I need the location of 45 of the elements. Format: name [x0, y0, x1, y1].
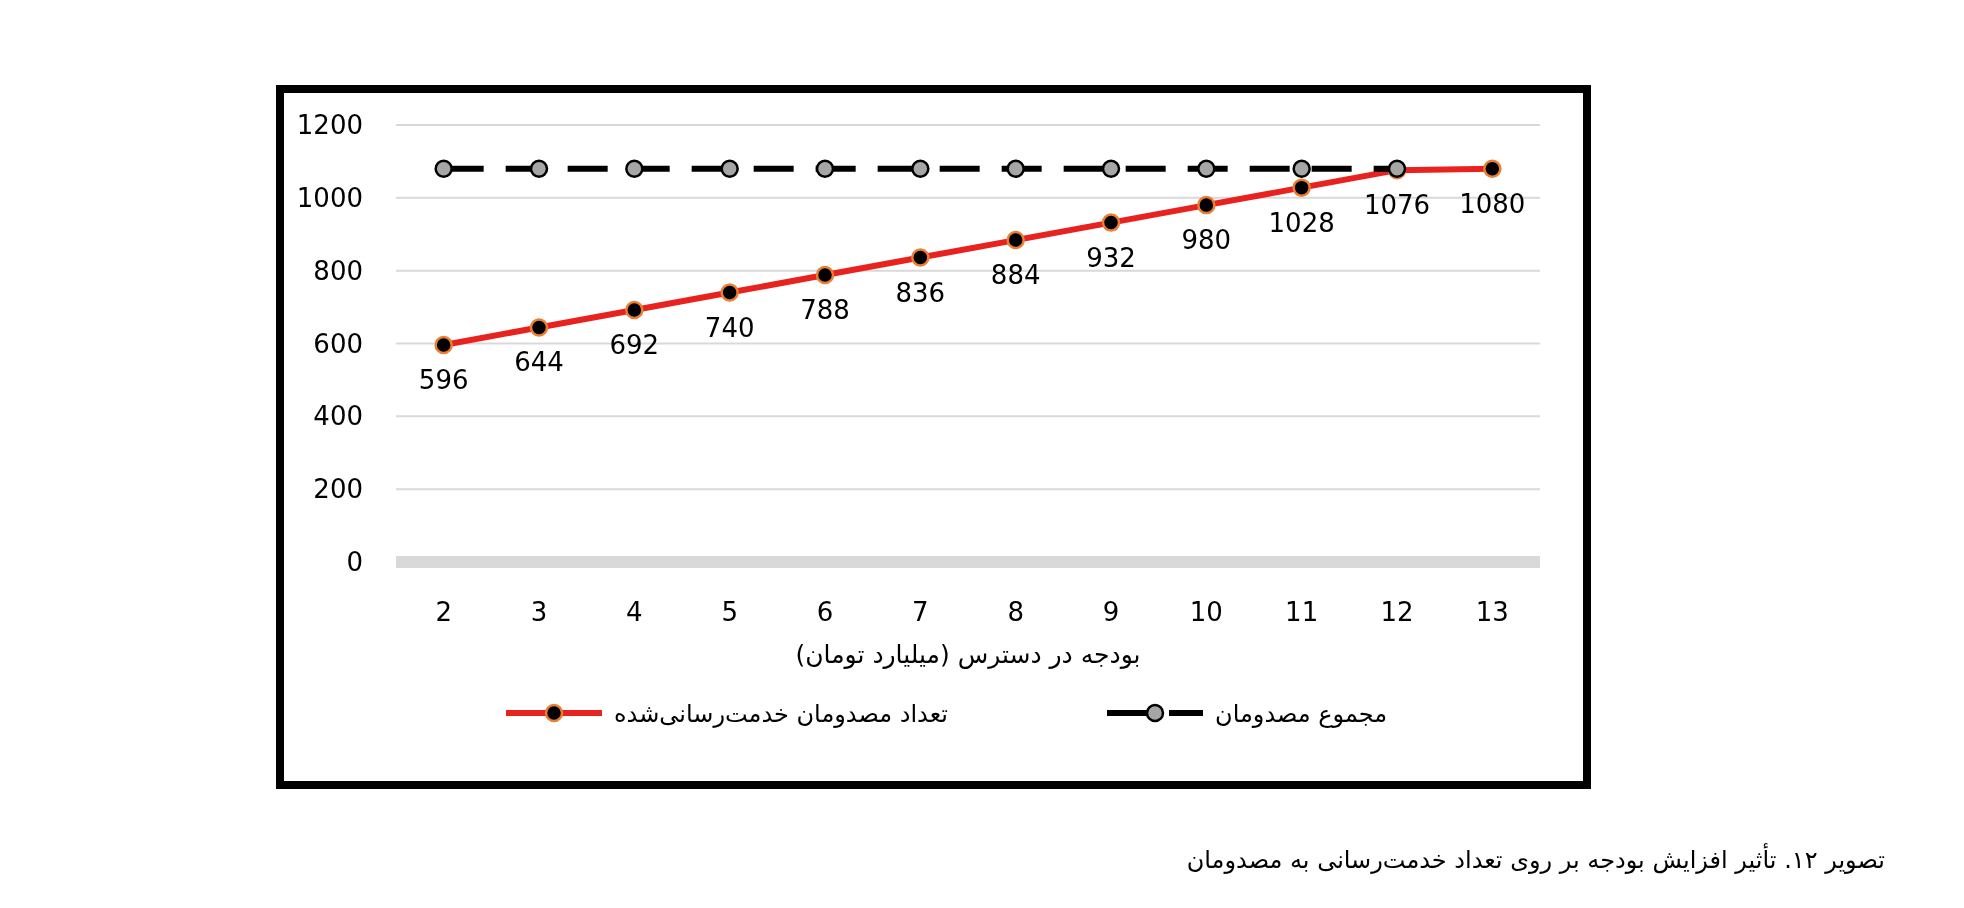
y-tick-label: 600 — [313, 328, 363, 359]
x-tick-label: 11 — [1285, 597, 1319, 627]
point — [720, 159, 739, 178]
point — [1197, 159, 1216, 178]
data-label: 932 — [1086, 242, 1136, 273]
data-label: 836 — [895, 277, 946, 308]
data-label: 596 — [418, 364, 469, 395]
legend-label: مجموع مصدومان — [1215, 700, 1388, 728]
y-tick-label: 800 — [313, 255, 363, 286]
x-tick-label: 5 — [721, 597, 738, 627]
y-tick-label: 0 — [346, 547, 363, 577]
x-tick-label: 6 — [816, 597, 834, 627]
data-label: 1076 — [1363, 190, 1431, 221]
x-tick-label: 4 — [626, 597, 643, 627]
x-tick-label: 3 — [530, 597, 548, 627]
data-label: 1028 — [1268, 207, 1335, 238]
point — [911, 159, 930, 178]
point — [1006, 159, 1025, 178]
data-label: 740 — [704, 312, 755, 343]
point — [1292, 159, 1311, 178]
data-label: 788 — [800, 295, 850, 326]
x-tick-label: 10 — [1189, 597, 1223, 627]
x-tick-label: 13 — [1475, 597, 1509, 627]
point — [815, 159, 835, 178]
x-tick-label: 7 — [912, 597, 929, 627]
point — [434, 159, 453, 178]
point — [625, 159, 644, 178]
x-tick-label: 8 — [1007, 597, 1024, 627]
y-tick-label: 1000 — [296, 182, 363, 213]
data-label: 980 — [1181, 225, 1232, 256]
data-label: 692 — [609, 330, 660, 360]
point — [529, 159, 549, 178]
data-label: 1080 — [1459, 188, 1526, 219]
data-label: 644 — [514, 347, 564, 378]
data-label: 884 — [990, 260, 1041, 291]
text: تصویر ۱۲. تأثیر افزایش بودجه بر روی تعداد خدمت‌رسانی به مصدومان — [1186, 843, 1885, 874]
x-tick-label: 2 — [435, 597, 452, 627]
y-tick-label: 400 — [313, 401, 363, 432]
x-tick-label: 9 — [1102, 597, 1120, 627]
point — [1101, 159, 1121, 178]
legend-label: تعداد مصدومان خدمت‌رسانی‌شده — [614, 700, 948, 728]
x-axis-title: بودجه در دسترس (میلیارد تومان) — [795, 640, 1141, 669]
y-tick-label: 1200 — [296, 110, 363, 140]
y-tick-label: 200 — [313, 474, 363, 505]
x-tick-label: 12 — [1380, 597, 1414, 627]
